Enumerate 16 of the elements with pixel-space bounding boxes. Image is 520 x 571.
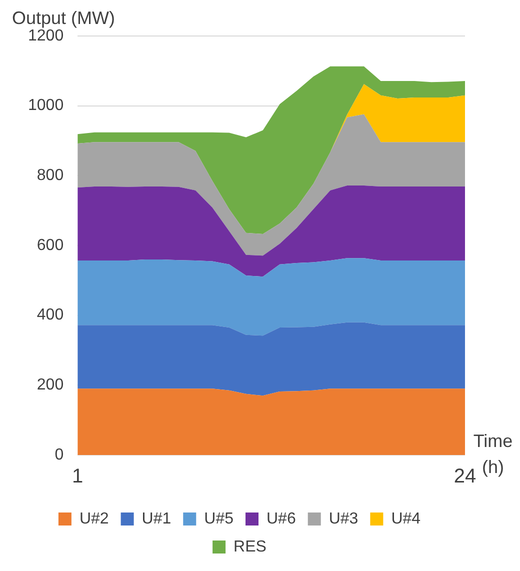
legend-label: RES xyxy=(234,538,266,556)
x-tick-label: 1 xyxy=(72,466,84,488)
legend-label: U#3 xyxy=(328,510,358,528)
legend-label: U#5 xyxy=(204,510,234,528)
y-tick-label: 200 xyxy=(36,376,64,394)
y-axis-title: Output (MW) xyxy=(12,8,116,28)
y-tick-label: 600 xyxy=(36,236,64,254)
legend-label: U#1 xyxy=(142,510,172,528)
y-tick-label: 400 xyxy=(36,306,64,324)
y-tick-label: 0 xyxy=(54,446,64,464)
y-tick-label: 800 xyxy=(36,167,64,184)
legend-label: U#2 xyxy=(79,510,109,528)
legend-label: U#4 xyxy=(391,510,421,528)
y-tick-label: 1200 xyxy=(28,27,64,44)
legend-label: U#6 xyxy=(266,510,296,528)
y-tick-label: 1000 xyxy=(28,97,64,114)
